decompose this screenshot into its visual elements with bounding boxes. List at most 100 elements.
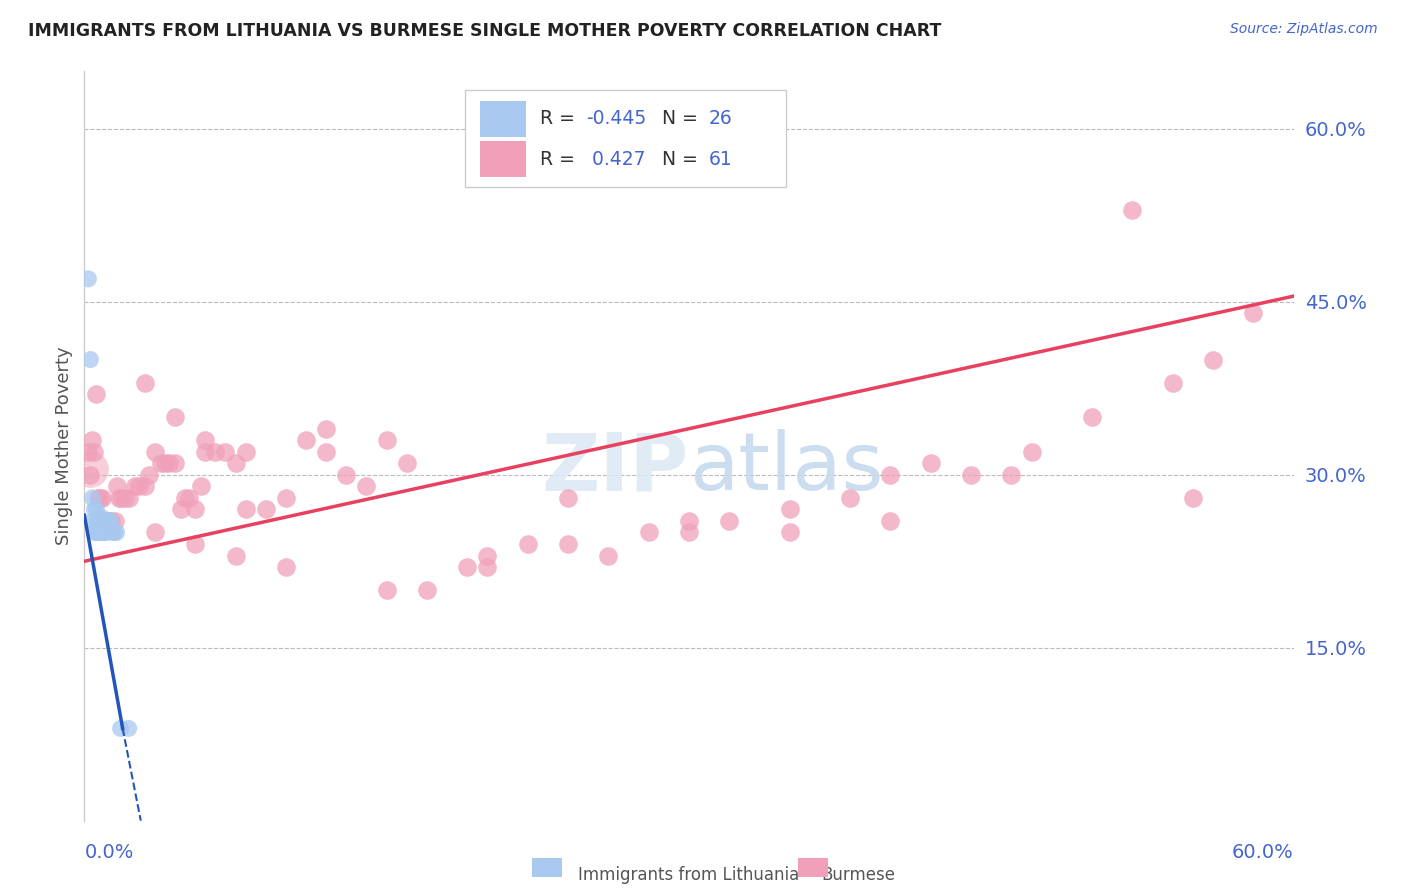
Point [184,537,207,551]
Point [83,444,105,458]
Point [110,722,132,736]
Point [118,491,141,505]
FancyBboxPatch shape [465,90,786,187]
Point [235,444,257,458]
Text: Immigrants from Lithuania: Immigrants from Lithuania [578,865,800,884]
Point [356,479,378,493]
Point [91,525,114,540]
Point [456,560,478,574]
Point [225,549,247,563]
Point [1202,352,1225,367]
Point [105,525,128,540]
Point [114,491,136,505]
Point [295,434,318,448]
Point [315,422,337,436]
Point [100,514,122,528]
Point [89,514,111,528]
Point [165,456,187,470]
Point [100,514,122,528]
Point [1121,202,1143,217]
Point [718,514,741,528]
Point [274,491,297,505]
Text: N =: N = [662,150,704,169]
Point [134,479,156,493]
Point [779,525,801,540]
Point [97,514,120,528]
Point [174,491,197,505]
Point [194,434,217,448]
Text: 61: 61 [709,150,733,169]
Point [87,514,110,528]
Point [1161,376,1184,390]
Point [91,525,114,540]
Point [87,525,110,540]
Point [143,525,166,540]
Text: Burmese: Burmese [821,865,896,884]
Point [82,434,104,448]
Text: 26: 26 [709,109,733,128]
Point [637,525,659,540]
Point [274,560,297,574]
Text: 0.0%: 0.0% [84,843,134,863]
Point [89,525,111,540]
Point [157,456,180,470]
Point [190,479,212,493]
Point [214,444,236,458]
Y-axis label: Single Mother Poverty: Single Mother Poverty [55,347,73,545]
Point [118,722,141,736]
Point [204,444,226,458]
Point [879,467,901,482]
Point [96,514,118,528]
Point [134,376,156,390]
Point [184,502,207,516]
Point [1081,410,1104,425]
Text: R =: R = [540,109,581,128]
Point [124,479,146,493]
Point [879,514,901,528]
Point [96,514,118,528]
Point [395,456,418,470]
Point [110,491,132,505]
Point [557,491,579,505]
Point [678,525,700,540]
Point [598,549,620,563]
Point [93,514,115,528]
Point [86,502,108,516]
Point [96,525,118,540]
Point [149,456,172,470]
Bar [531,858,562,877]
Point [104,514,127,528]
Point [477,549,499,563]
Point [678,514,700,528]
Point [375,434,398,448]
Point [477,560,499,574]
Point [105,479,128,493]
Point [315,444,337,458]
Point [1000,467,1022,482]
Point [128,479,150,493]
Point [170,502,193,516]
Point [79,467,101,482]
Text: -0.445: -0.445 [586,109,647,128]
Text: N =: N = [662,109,704,128]
Point [1181,491,1204,505]
Point [93,525,115,540]
Point [79,462,101,476]
Bar [479,101,526,136]
Point [254,502,277,516]
Point [83,525,105,540]
Point [179,491,201,505]
Point [86,525,108,540]
Point [235,502,257,516]
Point [779,502,801,516]
Point [225,456,247,470]
Bar [797,858,828,877]
Point [153,456,176,470]
Point [83,502,105,516]
Point [82,491,104,505]
Point [77,444,100,458]
Bar [479,141,526,177]
Point [839,491,862,505]
Point [1021,444,1043,458]
Point [165,410,187,425]
